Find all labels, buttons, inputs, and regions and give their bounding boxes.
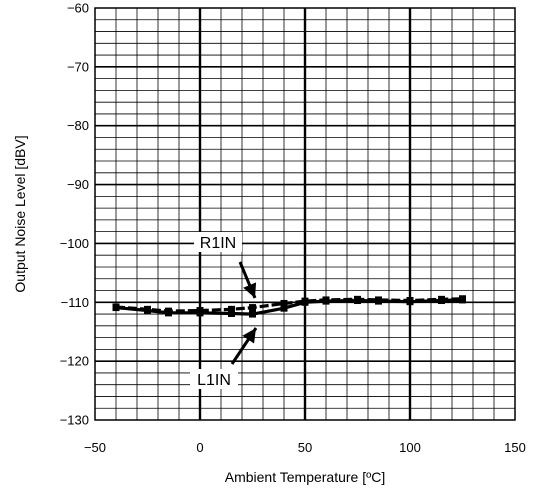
y-tick-label: −110: [61, 295, 89, 310]
x-axis-label: Ambient Temperature [ºC]: [225, 469, 385, 485]
annotation-box: [190, 369, 238, 389]
series-layer: [112, 295, 466, 318]
annotation-label: L1IN: [197, 372, 231, 389]
annotation-arrow-head: [243, 282, 257, 298]
annotation-box: [194, 232, 242, 252]
data-point-l1in: [354, 297, 361, 305]
x-tick-labels: −50 0 50 100 150: [84, 440, 526, 455]
annotation-arrow-head: [242, 328, 256, 344]
data-point-l1in: [438, 297, 445, 305]
series-line-l1in: [115, 298, 463, 316]
y-tick-label: −120: [60, 354, 89, 369]
x-tick-label: 0: [196, 440, 203, 455]
data-point-r1in: [249, 304, 256, 312]
data-point-l1in: [375, 297, 382, 305]
data-point-l1in: [301, 298, 309, 306]
y-tick-label: −90: [67, 177, 89, 192]
x-tick-label: −50: [84, 440, 106, 455]
data-point-r1in: [280, 299, 288, 307]
x-tick-label: 100: [399, 440, 421, 455]
y-tick-label: −60: [67, 1, 89, 16]
data-point-l1in: [322, 297, 330, 305]
data-point-l1in: [165, 309, 172, 317]
data-point-l1in: [459, 296, 466, 304]
data-point-r1in: [228, 305, 235, 313]
data-point-l1in: [144, 307, 151, 315]
data-point-l1in: [249, 310, 256, 318]
y-tick-label: −100: [60, 236, 89, 251]
data-point-l1in: [112, 304, 120, 312]
y-tick-label: −130: [60, 413, 89, 428]
y-tick-label: −70: [67, 59, 89, 74]
y-tick-labels: −60 −70 −80 −90 −100 −110 −120 −130: [60, 1, 89, 428]
data-point-l1in: [196, 309, 204, 317]
y-tick-label: −80: [67, 118, 89, 133]
data-point-l1in: [406, 298, 414, 306]
annotation-layer: R1IN L1IN: [190, 232, 258, 389]
data-point-l1in: [280, 304, 288, 312]
x-tick-label: 150: [504, 440, 526, 455]
major-gridlines: [95, 8, 515, 420]
y-axis-label: Output Noise Level [dBV]: [12, 135, 28, 292]
plot-frame: [94, 7, 516, 421]
x-tick-label: 50: [298, 440, 312, 455]
annotation-label: R1IN: [200, 235, 236, 252]
data-point-l1in: [228, 309, 235, 317]
